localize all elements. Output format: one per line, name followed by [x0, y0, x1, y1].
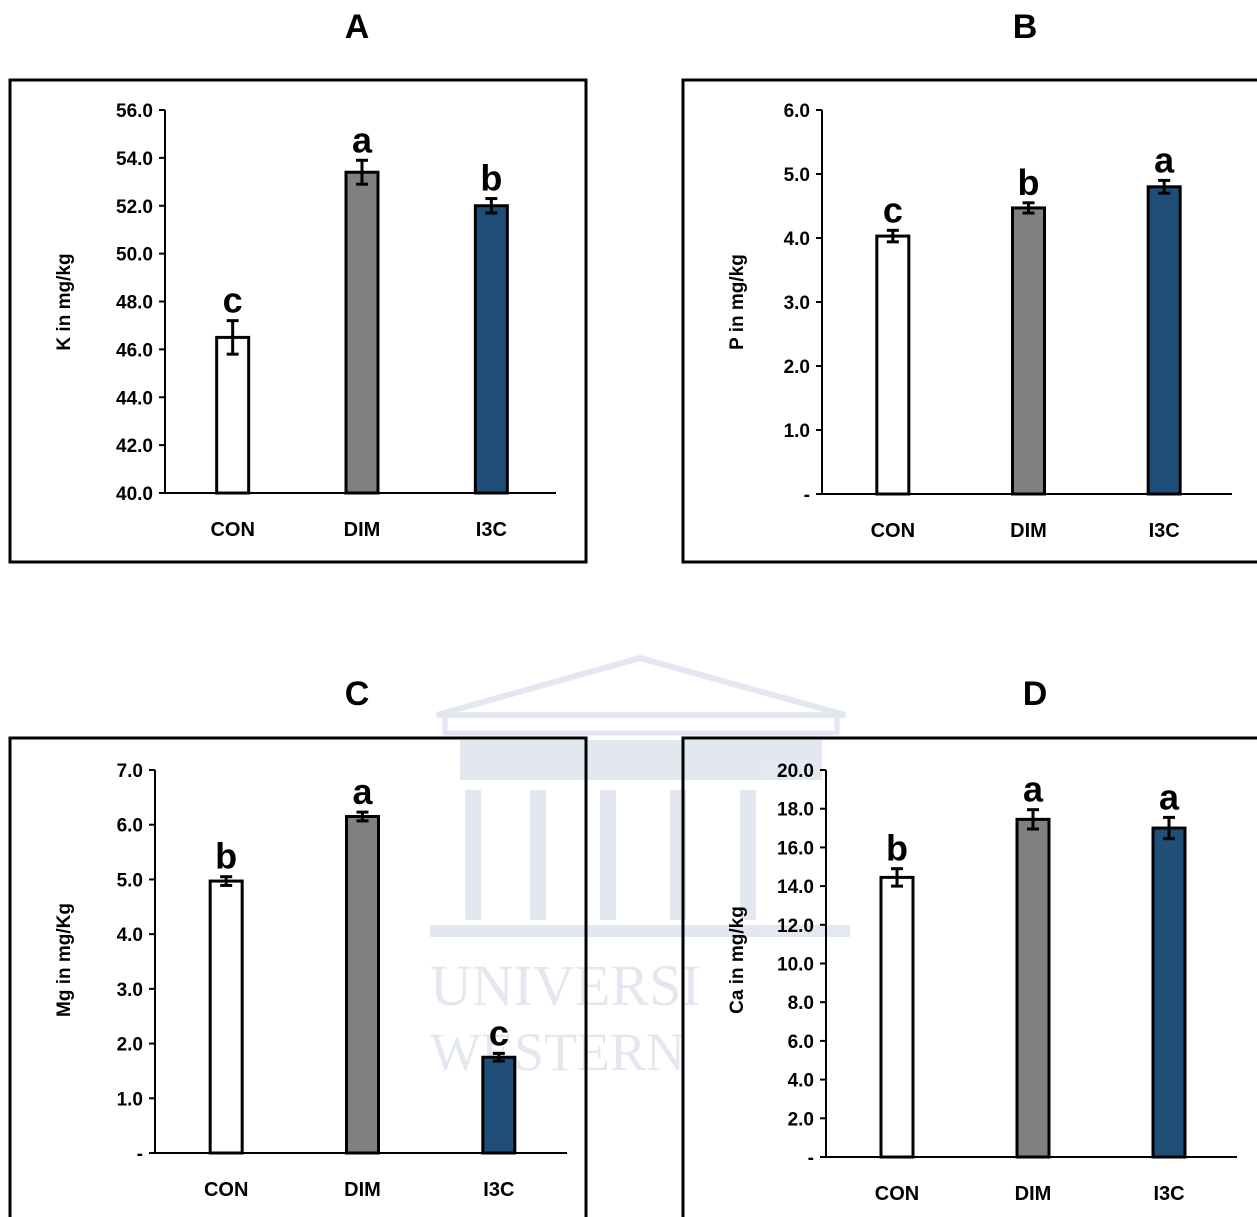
y-tick-label: 46.0 — [116, 340, 153, 361]
bar-I3C — [481, 1055, 517, 1155]
y-tick-label: 42.0 — [116, 436, 153, 457]
y-axis-label: Ca in mg/kg — [727, 906, 748, 1014]
y-tick-label: 3.0 — [784, 293, 810, 314]
y-tick-label: 18.0 — [777, 800, 814, 821]
y-tick-label: - — [804, 485, 810, 506]
y-tick-label: 52.0 — [116, 197, 153, 218]
y-tick-label: 6.0 — [117, 816, 143, 837]
y-tick-label: 4.0 — [788, 1071, 814, 1092]
chart-panel-A: A 40.0 42.0 44.0 46.0 48.0 50.0 52.0 54.0 56.0 K i… — [8, 8, 588, 564]
significance-letter: a — [1023, 769, 1044, 810]
y-tick-label: 1.0 — [784, 421, 810, 442]
chart-title: A — [345, 8, 370, 46]
significance-letter: b — [886, 828, 908, 869]
bar-I3C — [1151, 826, 1187, 1159]
y-tick-label: 10.0 — [777, 955, 814, 976]
bar-CON — [215, 335, 251, 495]
y-tick-label: 56.0 — [116, 101, 153, 122]
bar-CON — [879, 875, 915, 1159]
x-tick-label: DIM — [344, 1179, 381, 1201]
y-tick-label: 48.0 — [116, 293, 153, 314]
bar-DIM — [1011, 206, 1046, 496]
y-tick-label: 2.0 — [788, 1109, 814, 1130]
significance-letter: a — [352, 771, 373, 812]
x-tick-label: I3C — [476, 519, 507, 541]
bar-CON — [875, 234, 911, 496]
y-tick-label: 14.0 — [777, 877, 814, 898]
chart-panel-B: B - 1.0 2.0 3.0 4.0 5.0 6.0 P in mg/kg c CON b DIM a I… — [681, 8, 1257, 564]
x-tick-label: CON — [210, 519, 254, 541]
panel-frame — [681, 78, 1257, 564]
y-tick-label: 6.0 — [788, 1032, 814, 1053]
x-tick-label: I3C — [483, 1179, 514, 1201]
bar-DIM — [344, 170, 380, 495]
significance-letter: b — [480, 158, 502, 199]
x-tick-label: CON — [875, 1183, 919, 1205]
y-tick-label: 16.0 — [777, 838, 814, 859]
bar-CON — [208, 879, 244, 1155]
y-axis-label: K in mg/kg — [54, 253, 75, 350]
significance-letter: c — [883, 189, 903, 230]
y-tick-label: - — [808, 1148, 814, 1169]
y-tick-label: 2.0 — [117, 1035, 143, 1056]
y-tick-label: 20.0 — [777, 761, 814, 782]
bar-DIM — [1015, 817, 1051, 1159]
panel-frame — [8, 78, 588, 564]
chart-panel-C: C - 1.0 2.0 3.0 4.0 5.0 6.0 7.0 Mg in mg/Kg b CON a D… — [8, 675, 588, 1217]
significance-letter: c — [489, 1012, 509, 1053]
bar-I3C — [1146, 185, 1182, 496]
y-axis-label: P in mg/kg — [727, 254, 748, 350]
significance-letter: c — [223, 280, 243, 321]
y-tick-label: - — [137, 1144, 143, 1165]
y-tick-label: 5.0 — [117, 870, 143, 891]
bar-I3C — [473, 204, 509, 495]
y-tick-label: 7.0 — [117, 761, 143, 782]
y-tick-label: 4.0 — [784, 229, 810, 250]
panel-frame — [8, 736, 588, 1217]
y-tick-label: 40.0 — [116, 484, 153, 505]
y-tick-label: 8.0 — [788, 993, 814, 1014]
significance-letter: a — [1159, 776, 1180, 817]
y-tick-label: 5.0 — [784, 165, 810, 186]
y-axis-label: Mg in mg/Kg — [54, 903, 75, 1017]
significance-letter: b — [215, 836, 237, 877]
x-tick-label: I3C — [1153, 1183, 1184, 1205]
x-tick-label: DIM — [1010, 520, 1047, 542]
chart-title: B — [1013, 8, 1038, 46]
x-tick-label: I3C — [1149, 520, 1180, 542]
y-tick-label: 50.0 — [116, 245, 153, 266]
bar-DIM — [345, 815, 380, 1155]
x-tick-label: CON — [204, 1179, 248, 1201]
y-tick-label: 12.0 — [777, 916, 814, 937]
y-tick-label: 3.0 — [117, 980, 143, 1001]
significance-letter: a — [1154, 139, 1175, 180]
y-tick-label: 1.0 — [117, 1089, 143, 1110]
chart-title: C — [345, 675, 370, 713]
chart-title: D — [1023, 675, 1048, 713]
y-tick-label: 6.0 — [784, 101, 810, 122]
significance-letter: a — [352, 119, 373, 160]
significance-letter: b — [1018, 162, 1040, 203]
y-tick-label: 54.0 — [116, 149, 153, 170]
panel-frame — [681, 736, 1257, 1217]
y-tick-label: 4.0 — [117, 925, 143, 946]
x-tick-label: DIM — [344, 519, 381, 541]
chart-panel-D: D - 2.0 4.0 6.0 8.0 10.0 12.0 14.0 16.0 18.0 20.0 Ca… — [681, 675, 1257, 1217]
x-tick-label: DIM — [1015, 1183, 1052, 1205]
watermark-line-1: UNIVERSI — [430, 953, 701, 1018]
y-tick-label: 2.0 — [784, 357, 810, 378]
watermark-line-2: WESTERN — [430, 1022, 685, 1082]
x-tick-label: CON — [871, 520, 915, 542]
y-tick-label: 44.0 — [116, 388, 153, 409]
